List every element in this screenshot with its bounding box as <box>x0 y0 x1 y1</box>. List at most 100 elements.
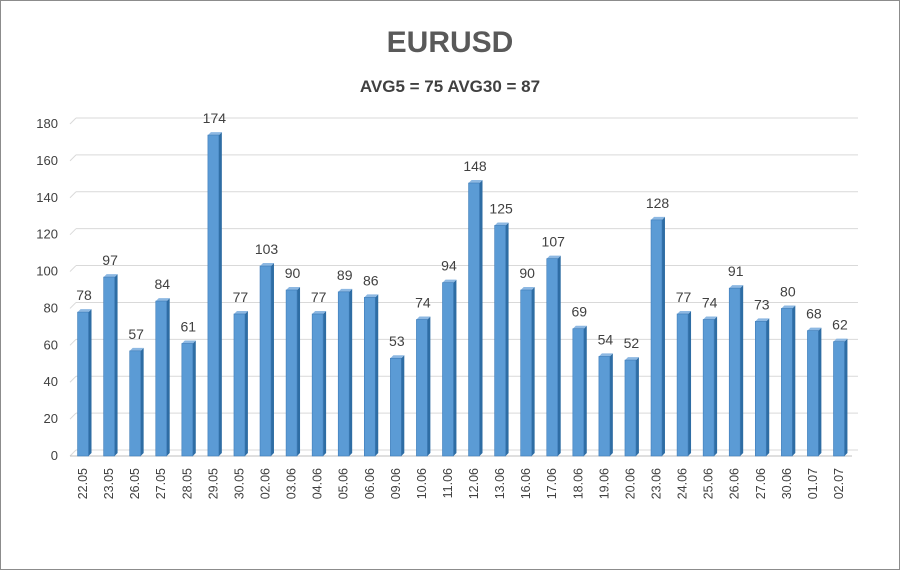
x-tick-label: 10.06 <box>415 468 429 499</box>
data-label: 94 <box>441 258 457 274</box>
data-label: 77 <box>233 289 249 305</box>
data-label: 90 <box>519 265 535 281</box>
bar-top <box>468 180 483 184</box>
bar <box>207 134 220 457</box>
bar-side <box>218 132 222 457</box>
bar-top <box>703 316 718 320</box>
y-tick-label: 120 <box>36 227 58 242</box>
bar <box>572 328 585 457</box>
bar-top <box>755 318 770 322</box>
bar <box>650 219 663 457</box>
data-label: 107 <box>542 234 566 250</box>
y-tick-label: 60 <box>44 337 58 352</box>
x-tick-label: 25.06 <box>702 468 716 499</box>
bar-side <box>349 288 353 456</box>
bar-side <box>453 279 457 456</box>
bar <box>181 343 194 457</box>
bar-top <box>155 298 170 302</box>
y-tick-label: 140 <box>36 190 58 205</box>
gridline-depth <box>69 265 77 272</box>
bar <box>833 341 845 457</box>
x-tick-label: 29.05 <box>206 468 220 499</box>
x-tick-label: 18.06 <box>571 468 585 499</box>
bar-top <box>416 316 431 320</box>
data-label: 53 <box>389 333 405 349</box>
gridline-depth <box>69 117 77 125</box>
bar <box>311 313 324 457</box>
bar-top <box>364 294 379 298</box>
bar-side <box>661 216 665 456</box>
x-tick-label: 23.06 <box>650 468 664 499</box>
gridline-depth <box>69 302 77 309</box>
data-label: 89 <box>337 267 353 283</box>
bar-top <box>546 255 561 259</box>
bar-side <box>323 310 327 456</box>
y-tick-label: 0 <box>51 448 58 463</box>
bar-side <box>505 222 509 456</box>
bar-top <box>103 274 118 278</box>
bar <box>520 289 532 457</box>
bar <box>363 297 376 457</box>
bar-side <box>192 340 196 456</box>
bar-top <box>77 309 92 313</box>
bar <box>390 357 402 457</box>
bar <box>494 225 506 457</box>
data-label: 77 <box>311 289 327 305</box>
bar-top <box>442 279 457 283</box>
y-tick-label: 100 <box>36 264 58 279</box>
bar <box>781 308 793 457</box>
x-tick-label: 26.06 <box>728 468 742 499</box>
gridline-depth <box>69 228 77 236</box>
x-tick-label: 17.06 <box>545 468 559 499</box>
bar-top <box>390 355 405 359</box>
x-tick-label: 26.05 <box>128 468 142 499</box>
bar-top <box>338 288 353 292</box>
y-tick-label: 180 <box>36 116 58 131</box>
data-label: 128 <box>646 195 670 211</box>
x-tick-label: 13.06 <box>493 468 507 499</box>
bar-side <box>270 263 274 456</box>
x-tick-label: 09.06 <box>389 468 403 499</box>
bar-top <box>598 353 613 357</box>
bar-top <box>572 325 587 329</box>
bar-top <box>651 216 665 220</box>
bar-side <box>88 309 92 456</box>
x-tick-label: 16.06 <box>519 468 533 499</box>
bar-side <box>844 338 848 456</box>
bar-top <box>207 132 222 136</box>
data-label: 74 <box>702 295 718 311</box>
y-tick-label: 20 <box>44 411 58 426</box>
data-label: 68 <box>806 306 822 322</box>
data-label: 78 <box>76 287 92 303</box>
bar-side <box>766 318 770 456</box>
x-tick-label: 24.06 <box>676 468 690 499</box>
chart-subtitle: AVG5 = 75 AVG30 = 87 <box>359 77 541 96</box>
data-label: 103 <box>255 241 279 257</box>
bar-top <box>494 222 509 226</box>
bar <box>702 319 715 457</box>
bar-side <box>583 325 587 456</box>
y-tick-label: 160 <box>36 153 58 168</box>
gridline-depth <box>69 154 77 162</box>
data-label: 91 <box>728 263 744 279</box>
bar <box>155 300 168 457</box>
bar-side <box>401 355 405 456</box>
data-label: 84 <box>154 276 170 292</box>
x-tick-label: 23.05 <box>102 468 116 499</box>
gridline-depth <box>69 375 77 383</box>
bar-side <box>714 316 718 456</box>
chart-title: EURUSD <box>386 26 514 59</box>
bar <box>676 313 689 457</box>
bar-top <box>520 287 535 290</box>
data-label: 69 <box>572 304 588 320</box>
bar-side <box>792 305 796 456</box>
bar-side <box>557 255 561 456</box>
bar <box>285 289 298 457</box>
bar-side <box>244 310 248 456</box>
bar-side <box>479 180 483 456</box>
bar-top <box>129 347 144 351</box>
data-label: 54 <box>598 331 614 347</box>
data-label: 74 <box>415 295 431 311</box>
y-tick-label: 40 <box>44 374 58 389</box>
data-label: 80 <box>780 283 796 299</box>
